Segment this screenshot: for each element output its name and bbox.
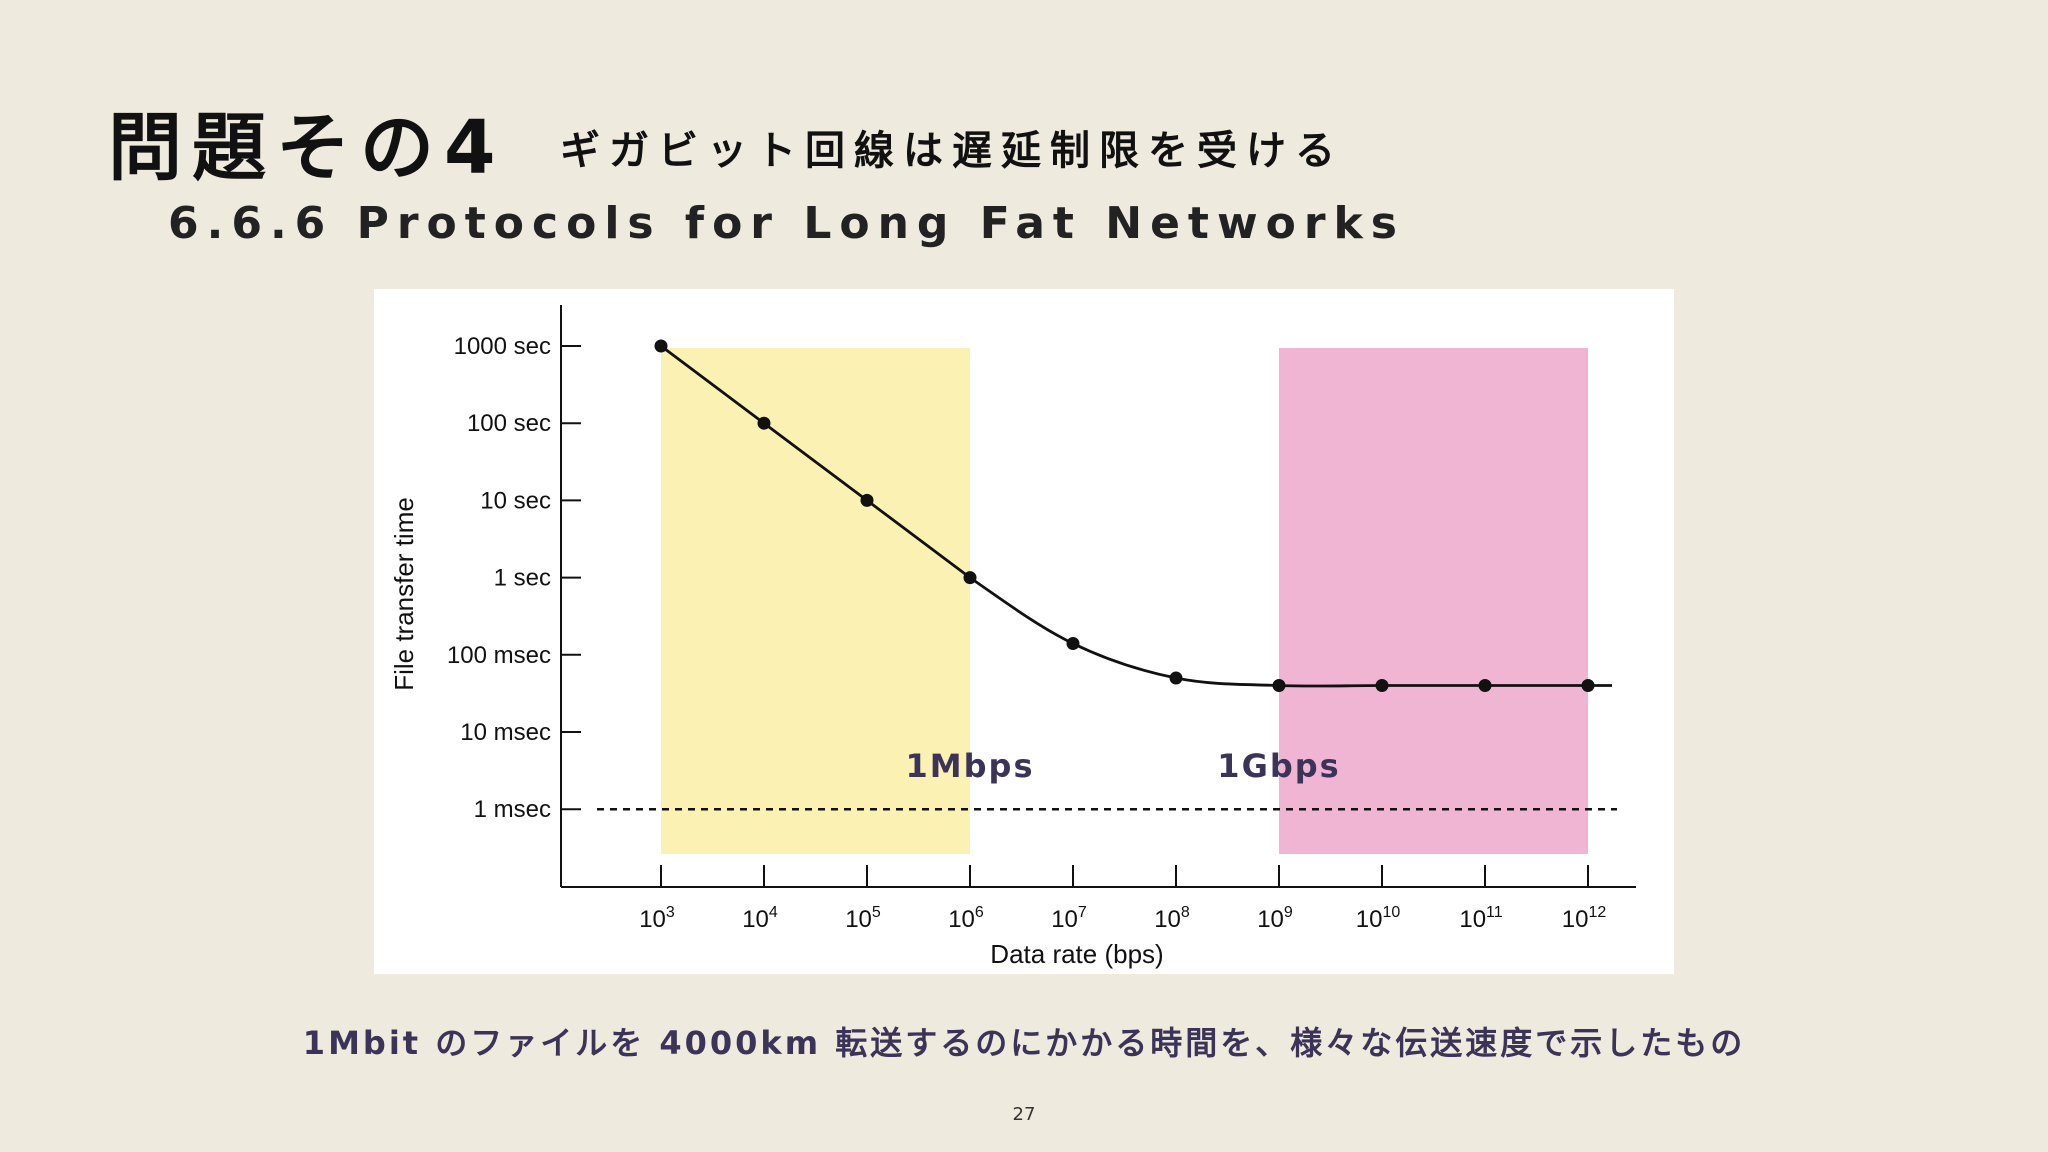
x-tick-label: 104 bbox=[742, 904, 778, 933]
chart-card: 1000 sec 100 sec 10 sec 1 sec 100 msec 10 mse… bbox=[374, 289, 1674, 974]
data-point bbox=[1581, 679, 1595, 693]
region-label: 1Mbps bbox=[906, 747, 1035, 785]
region-labels: 1Mbps 1Gbps bbox=[906, 747, 1340, 785]
y-tick-label: 100 msec bbox=[447, 642, 551, 669]
y-tick-label: 10 sec bbox=[480, 487, 551, 514]
x-tick-label: 103 bbox=[639, 904, 675, 933]
highlight-region-1 bbox=[661, 348, 970, 854]
x-tick-label: 105 bbox=[845, 904, 881, 933]
data-point bbox=[654, 339, 668, 353]
x-tick-label: 106 bbox=[948, 904, 984, 933]
y-tick-label: 1 msec bbox=[474, 796, 551, 823]
y-tick-label: 10 msec bbox=[460, 719, 551, 746]
section-heading: 6.6.6 Protocols for Long Fat Networks bbox=[168, 198, 1405, 249]
y-axis-title: File transfer time bbox=[389, 497, 419, 691]
x-tick-label: 108 bbox=[1154, 904, 1190, 933]
series-group bbox=[654, 339, 1612, 693]
data-point bbox=[1169, 671, 1183, 685]
x-axis-title: Data rate (bps) bbox=[990, 939, 1163, 969]
x-tick-label: 109 bbox=[1257, 904, 1293, 933]
data-point bbox=[1478, 679, 1492, 693]
axes: 1000 sec 100 sec 10 sec 1 sec 100 msec 10 mse… bbox=[389, 305, 1636, 969]
highlight-regions bbox=[661, 348, 1588, 854]
y-tick-label: 1000 sec bbox=[454, 333, 551, 360]
x-tick-label: 1011 bbox=[1459, 904, 1502, 933]
figure-caption: 1Mbit のファイルを 4000km 転送するのにかかる時間を、様々な伝送速度… bbox=[302, 1024, 1746, 1062]
data-point bbox=[1375, 679, 1389, 693]
data-point bbox=[963, 571, 977, 585]
transfer-time-chart: 1000 sec 100 sec 10 sec 1 sec 100 msec 10 mse… bbox=[389, 305, 1636, 969]
x-tick-label: 107 bbox=[1051, 904, 1087, 933]
data-point bbox=[1066, 637, 1080, 651]
x-tick-label: 1010 bbox=[1356, 904, 1401, 933]
data-point bbox=[757, 416, 771, 430]
highlight-region-2 bbox=[1279, 348, 1588, 854]
data-point bbox=[1272, 679, 1286, 693]
x-tick-label: 1012 bbox=[1562, 904, 1607, 933]
region-label: 1Gbps bbox=[1217, 747, 1340, 785]
y-tick-label: 100 sec bbox=[467, 410, 551, 437]
y-tick-label: 1 sec bbox=[494, 565, 551, 592]
data-point bbox=[860, 493, 874, 507]
page-number: 27 bbox=[1012, 1104, 1036, 1125]
slide-title: 問題その4 bbox=[108, 105, 506, 191]
slide-subtitle: ギガビット回線は遅延制限を受ける bbox=[560, 128, 1344, 174]
